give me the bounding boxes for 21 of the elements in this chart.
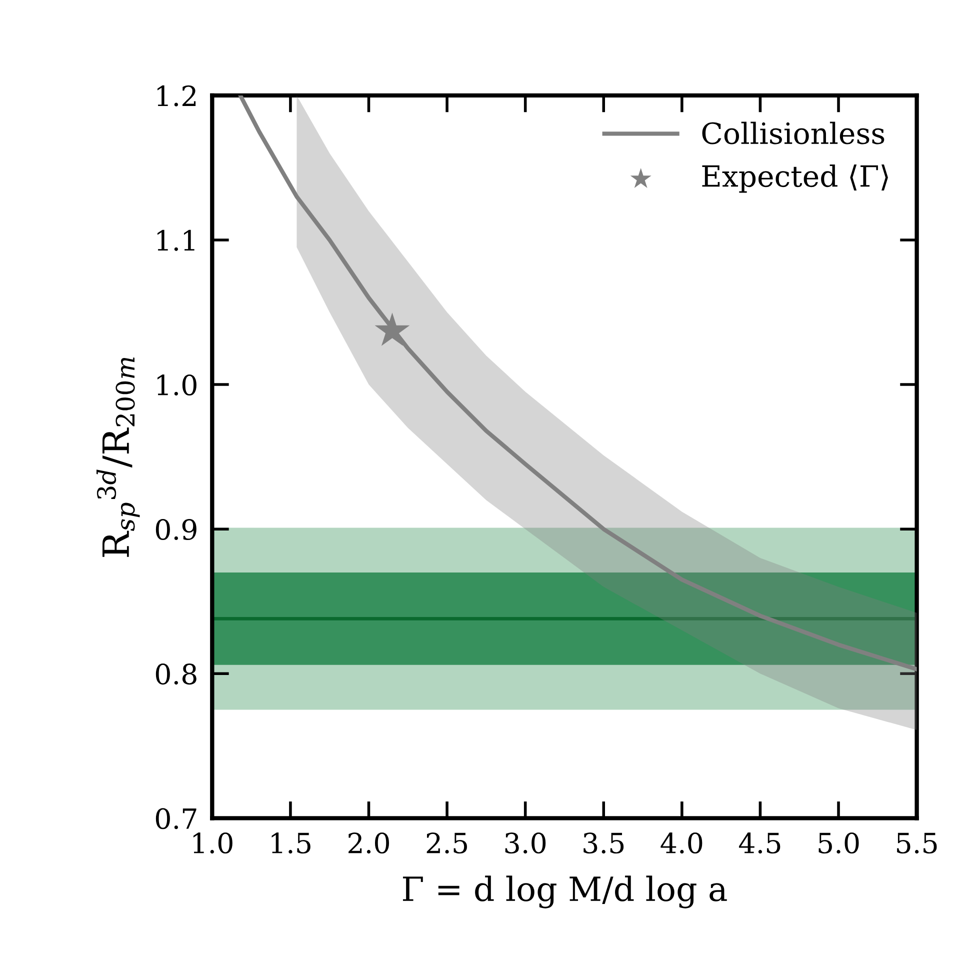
x-tick-label: 1.5 (272, 832, 310, 854)
y-tick-label: 0.9 (156, 519, 196, 540)
x-tick-label: 4.0 (660, 832, 702, 854)
y-tick-label: 0.8 (156, 664, 196, 685)
y-tick-label: 0.7 (156, 808, 196, 830)
y-tick-label: 1.1 (157, 230, 194, 251)
x-tick-label: 3.0 (505, 832, 546, 854)
x-axis-title: Γ = d log M/d log a (402, 876, 727, 908)
x-tick-label: 3.5 (584, 832, 624, 854)
x-tick-label: 1.0 (193, 832, 232, 854)
y-tick-label: 1.0 (157, 374, 196, 396)
x-tick-label: 5.5 (897, 832, 937, 854)
y-tick-label: 1.2 (157, 85, 196, 106)
legend-label: Collisionless (702, 122, 884, 144)
x-tick-label: 4.5 (738, 832, 780, 854)
x-tick-label: 2.0 (348, 832, 389, 854)
y-axis-title: R$_{sp}$$^{3d}$/R$_{200m}$ (96, 358, 140, 557)
legend-label: Expected ⟨Γ⟩ (702, 164, 888, 193)
x-tick-label: 2.5 (426, 832, 467, 854)
x-tick-label: 5.0 (818, 832, 859, 854)
line-series (238, 95, 917, 672)
